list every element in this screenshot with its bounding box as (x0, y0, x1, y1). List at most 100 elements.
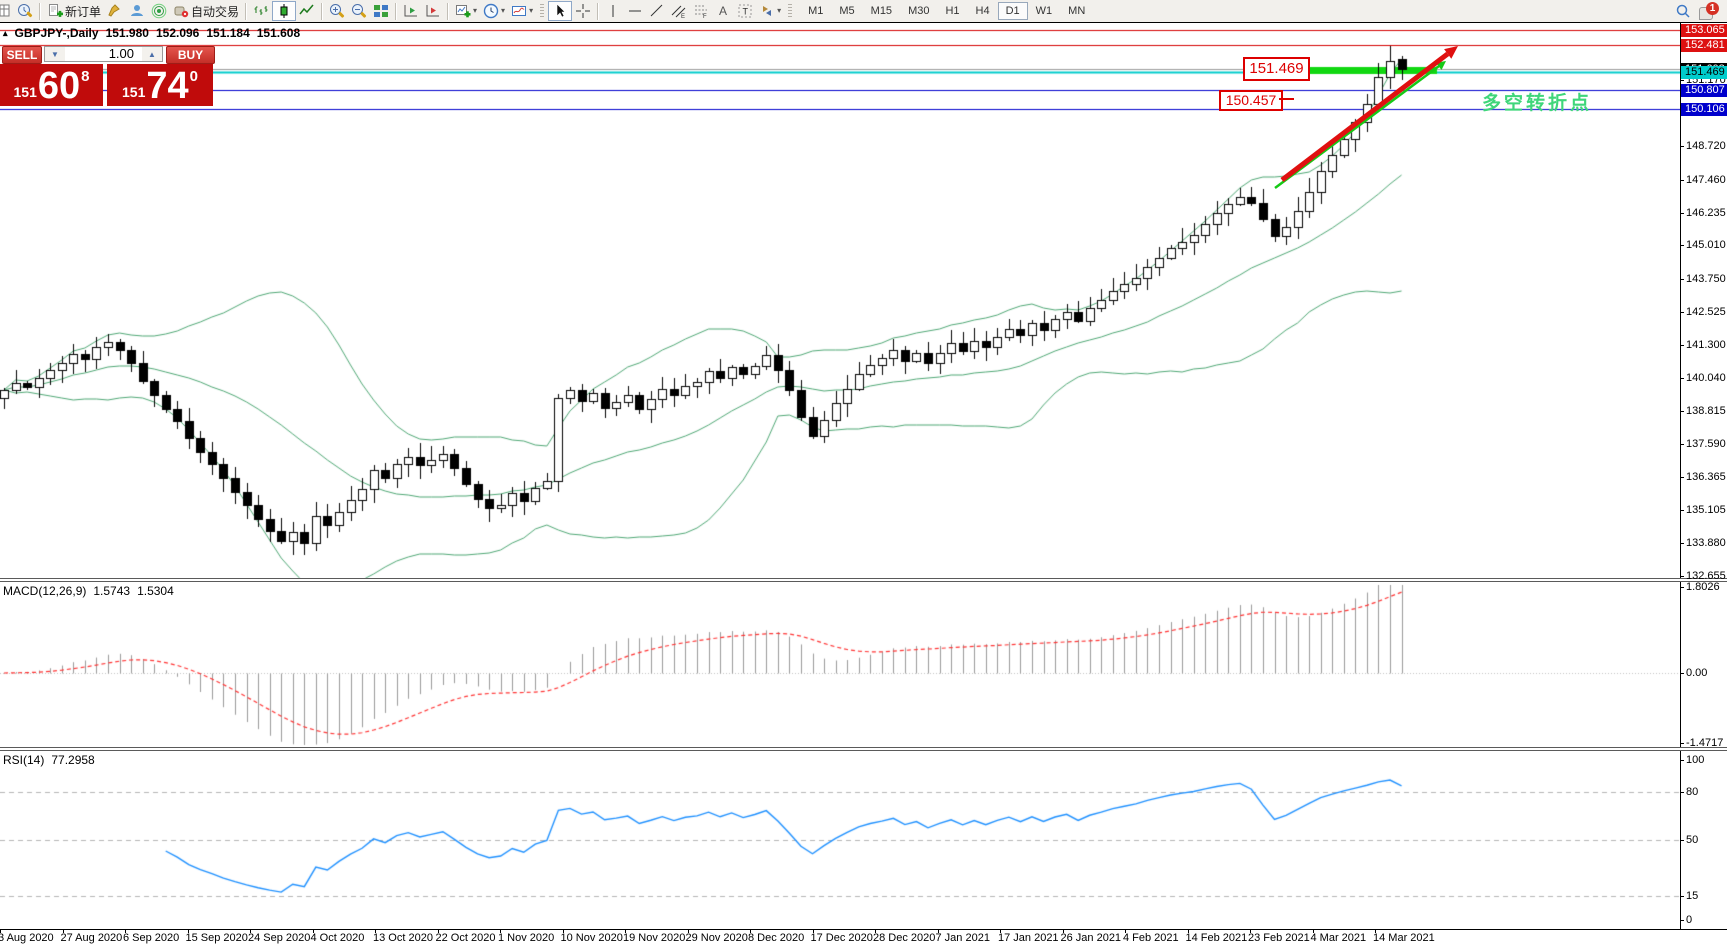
price-tick-mark (1680, 411, 1684, 412)
rsi-tick-mark (1680, 920, 1684, 921)
ohlc-low: 151.184 (206, 26, 250, 40)
price-tick-label: 142.525 (1686, 306, 1726, 318)
date-tick-mark (187, 930, 189, 933)
macd-value: 1.5743 (93, 584, 131, 598)
date-tick-mark (125, 930, 126, 933)
rsi-tick-mark (1680, 896, 1684, 897)
date-tick-mark (875, 930, 876, 933)
date-label: 14 Feb 2021 (1185, 932, 1248, 944)
date-label: 27 Aug 2020 (60, 932, 123, 944)
price-tick-label: 132.655 (1686, 570, 1726, 582)
green-trend-arrow (1274, 61, 1446, 190)
rsi-tick-label: 80 (1686, 786, 1699, 798)
date-label: 8 Dec 2020 (748, 932, 805, 944)
price-tick-mark (1680, 80, 1684, 81)
price-tick-mark (1680, 245, 1684, 246)
macd-label-row: MACD(12,26,9) 1.5743 1.5304 (3, 584, 174, 598)
main-chart-canvas[interactable] (0, 0, 1680, 944)
rsi-tick-label: 50 (1686, 834, 1699, 846)
date-tick-mark (1125, 930, 1126, 933)
price-level-badge: 151.469 (1681, 66, 1727, 79)
date-tick-mark (1062, 930, 1064, 933)
buy-button[interactable]: BUY (166, 46, 215, 64)
date-label: 1 Nov 2020 (498, 932, 555, 944)
price-annotation-150457[interactable]: 150.457 (1219, 90, 1283, 111)
date-label: 14 Mar 2021 (1373, 932, 1435, 944)
volume-increase-button[interactable]: ▲ (142, 47, 162, 61)
date-tick-mark (437, 930, 439, 933)
rsi-tick-label: 0 (1686, 914, 1693, 926)
price-tick-mark (1680, 180, 1684, 181)
ohlc-open: 151.980 (105, 26, 149, 40)
date-tick-mark (1312, 930, 1314, 933)
buy-price-base: 151 (122, 84, 146, 100)
toolbar-right-cluster: 1 (1675, 2, 1727, 20)
date-label: 29 Nov 2020 (685, 932, 748, 944)
volume-stepper[interactable]: ▼ 1.00 ▲ (44, 46, 163, 62)
volume-decrease-button[interactable]: ▼ (45, 47, 65, 61)
volume-value[interactable]: 1.00 (108, 46, 134, 61)
price-tick-label: 145.010 (1686, 239, 1726, 251)
price-tick-label: 148.720 (1686, 140, 1726, 152)
date-tick-mark (1375, 930, 1376, 933)
rsi-tick-mark (1680, 792, 1684, 793)
price-tick-label: 138.815 (1686, 405, 1726, 417)
date-tick-mark (1187, 930, 1189, 933)
price-level-badge: 150.106 (1681, 103, 1727, 116)
trend-note-text[interactable]: 多空转折点 (1482, 93, 1593, 114)
date-tick-mark (750, 930, 751, 933)
sell-button-label: SELL (6, 48, 38, 62)
price-tick-mark (1680, 345, 1684, 346)
price-tick-label: 137.590 (1686, 438, 1726, 450)
sell-price-base: 151 (13, 84, 37, 100)
chart-symbol-period: GBPJPY-,Daily (14, 26, 99, 40)
macd-signal-value: 1.5304 (137, 584, 174, 598)
chart-top-border (0, 22, 1727, 23)
price-tick-label: 133.880 (1686, 537, 1726, 549)
macd-tick-label: -1.4717 (1686, 737, 1724, 749)
red-trend-arrow (1280, 46, 1458, 182)
rsi-label-row: RSI(14) 77.2958 (3, 753, 95, 767)
date-tick-mark (937, 930, 939, 933)
price-annotation-151469[interactable]: 151.469 (1243, 57, 1310, 81)
one-click-trading-panel: SELL ▼ 1.00 ▲ BUY 151 60 8 151 74 0 (0, 46, 215, 106)
date-label: 7 Jan 2021 (935, 932, 990, 944)
price-tick-mark (1680, 312, 1684, 313)
date-label: 13 Oct 2020 (373, 932, 433, 944)
price-axis-border (1680, 22, 1681, 930)
trend-arrows[interactable] (1230, 28, 1470, 198)
macd-panel-separator[interactable] (0, 578, 1727, 582)
date-label: 4 Mar 2021 (1310, 932, 1367, 944)
rsi-value: 77.2958 (51, 753, 95, 767)
price-tick-mark (1680, 378, 1684, 379)
rsi-tick-label: 15 (1686, 890, 1699, 902)
date-label: 4 Oct 2020 (310, 932, 365, 944)
price-tick-mark (1680, 279, 1684, 280)
buy-price-display[interactable]: 151 74 0 (107, 64, 213, 106)
ohlc-high: 152.096 (155, 26, 200, 40)
date-label: 23 Feb 2021 (1248, 932, 1310, 944)
price-tick-mark (1680, 146, 1684, 147)
date-label: 22 Oct 2020 (435, 932, 496, 944)
sell-price-pip: 8 (81, 68, 90, 85)
price-tick-label: 146.235 (1686, 207, 1726, 219)
date-tick-mark (687, 930, 689, 933)
rsi-label: RSI(14) (3, 753, 45, 767)
ohlc-close: 151.608 (256, 26, 301, 40)
rsi-panel-separator[interactable] (0, 747, 1727, 751)
date-tick-mark (1250, 930, 1251, 933)
macd-label: MACD(12,26,9) (3, 584, 87, 598)
chart-bottom-border (0, 929, 1727, 930)
date-label: 19 Nov 2020 (623, 932, 686, 944)
date-label: 28 Dec 2020 (873, 932, 936, 944)
macd-tick-mark (1680, 673, 1684, 674)
notifications-button[interactable]: 1 (1699, 2, 1719, 20)
sell-button[interactable]: SELL (2, 46, 42, 64)
date-label: 6 Sep 2020 (123, 932, 180, 944)
price-tick-mark (1680, 213, 1684, 214)
chart-header: ▴ GBPJPY-,Daily 151.980 152.096 151.184 … (3, 26, 300, 40)
one-click-collapse-icon[interactable]: ▴ (3, 27, 8, 38)
price-tick-mark (1680, 444, 1684, 445)
sell-price-display[interactable]: 151 60 8 (0, 64, 103, 106)
